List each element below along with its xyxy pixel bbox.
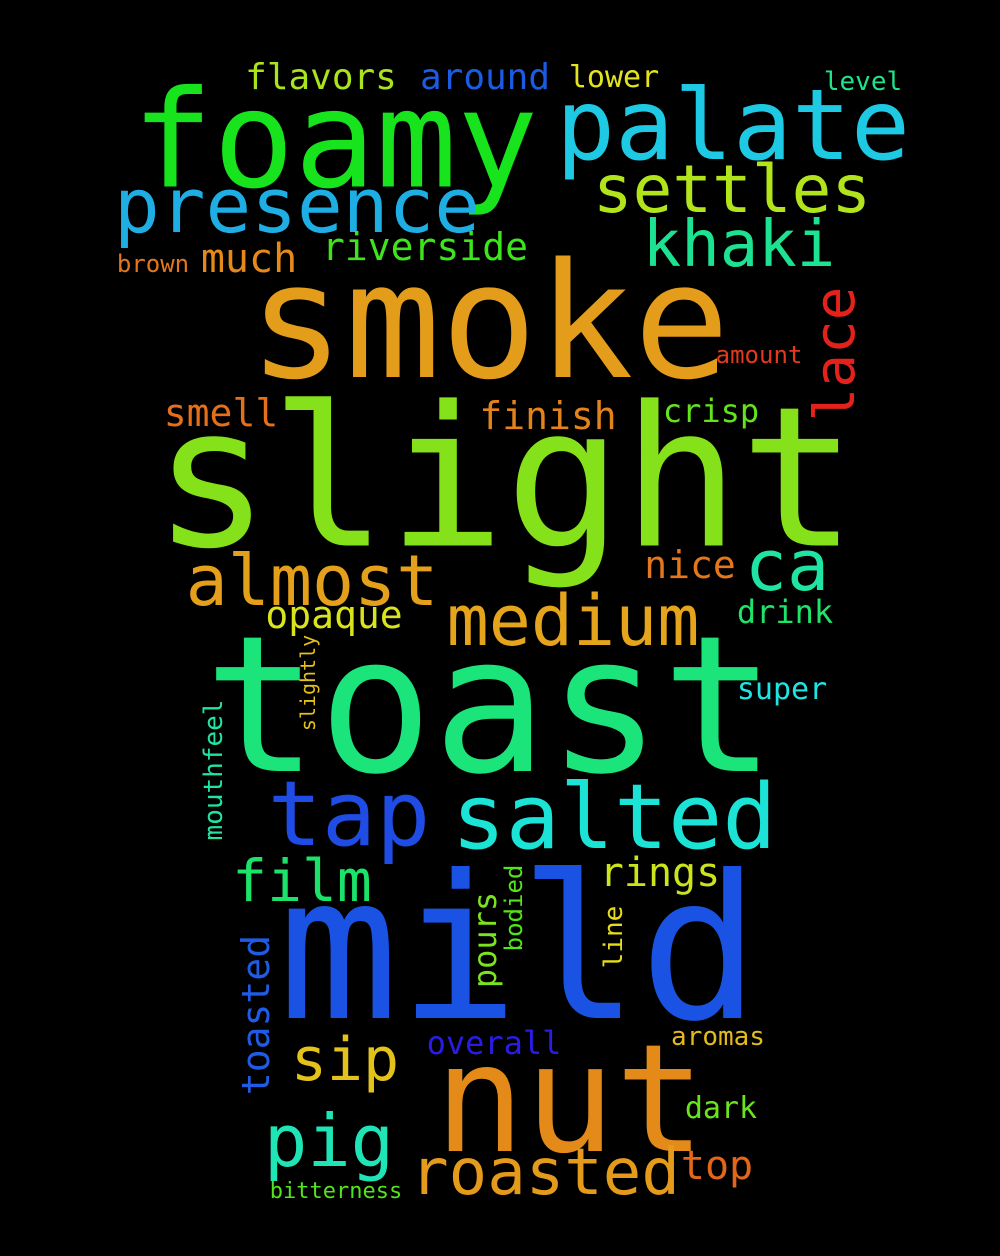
- word-line: line: [599, 905, 629, 969]
- word-crisp: crisp: [662, 392, 760, 430]
- word-pig: pig: [263, 1099, 395, 1183]
- word-mild: mild: [278, 833, 760, 1066]
- word-overall: overall: [426, 1024, 562, 1062]
- word-opaque: opaque: [265, 593, 403, 637]
- word-salted: salted: [451, 765, 777, 870]
- word-roasted: roasted: [410, 1136, 680, 1210]
- word-smoke: smoke: [248, 228, 730, 415]
- word-toast: toast: [204, 595, 776, 816]
- word-dark: dark: [684, 1091, 758, 1126]
- word-pours: pours: [466, 891, 504, 989]
- word-around: around: [419, 57, 551, 98]
- word-sip: sip: [290, 1025, 400, 1095]
- word-nice: nice: [644, 543, 736, 587]
- word-aromas: aromas: [671, 1022, 765, 1052]
- word-bodied: bodied: [500, 864, 528, 952]
- word-palate: palate: [555, 69, 911, 183]
- word-almost: almost: [185, 540, 439, 622]
- word-nut: nut: [434, 1013, 706, 1187]
- word-toasted: toasted: [234, 934, 278, 1096]
- word-lower: lower: [568, 60, 660, 95]
- word-level: level: [823, 67, 903, 97]
- word-slight: slight: [152, 364, 858, 592]
- word-bitterness: bitterness: [269, 1179, 403, 1204]
- word-film: film: [232, 847, 372, 915]
- word-amount: amount: [715, 341, 803, 369]
- word-khaki: khaki: [642, 208, 836, 282]
- word-super: super: [736, 672, 828, 707]
- word-top: top: [680, 1143, 754, 1189]
- word-much: much: [200, 236, 298, 282]
- word-medium: medium: [446, 580, 700, 662]
- word-riverside: riverside: [322, 225, 528, 269]
- word-rings: rings: [599, 850, 721, 896]
- word-smell: smell: [163, 391, 279, 435]
- word-ca: ca: [744, 525, 830, 607]
- word-tap: tap: [267, 762, 431, 867]
- word-presence: presence: [113, 161, 481, 250]
- word-finish: finish: [479, 394, 617, 438]
- word-drink: drink: [736, 593, 834, 631]
- word-lace: lace: [803, 286, 868, 422]
- word-flavors: flavors: [245, 57, 397, 98]
- word-mouthfeel: mouthfeel: [199, 699, 229, 841]
- word-foamy: foamy: [131, 61, 539, 219]
- word-settles: settles: [592, 151, 872, 228]
- word-brown: brown: [116, 250, 190, 278]
- word-slightly: slightly: [296, 634, 320, 732]
